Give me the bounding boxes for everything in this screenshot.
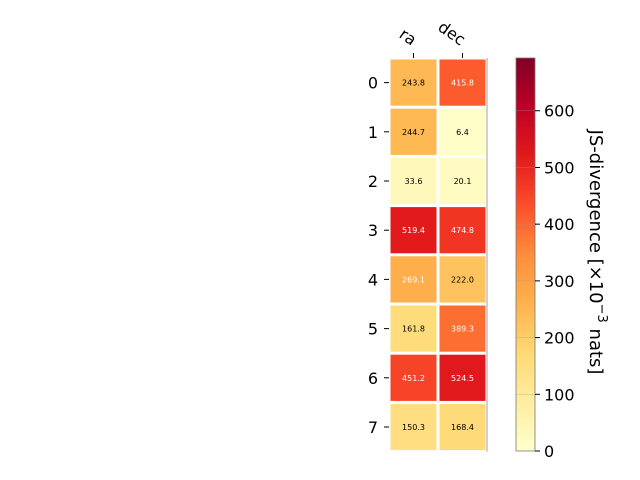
row-label-6: 6 bbox=[368, 369, 378, 388]
heatmap-cell bbox=[439, 207, 486, 254]
cell-value-label: 161.8 bbox=[402, 325, 425, 334]
cell-value-label: 519.4 bbox=[402, 226, 425, 235]
cell-value-label: 244.7 bbox=[402, 128, 425, 137]
column-label-dec: dec bbox=[435, 17, 469, 49]
colorbar-tick-label: 600 bbox=[544, 102, 575, 121]
row-labels: 0 1 2 3 4 5 6 7 bbox=[368, 74, 389, 437]
column-labels: ra dec bbox=[396, 17, 469, 58]
colorbar-label: JS-divergence [×10−3 nats] bbox=[585, 129, 609, 375]
cell-value-label: 269.1 bbox=[402, 275, 425, 284]
cell-value-label: 168.4 bbox=[451, 423, 474, 432]
heatmap-cell bbox=[390, 256, 437, 303]
heatmap-cell bbox=[439, 108, 486, 155]
cell-value-label: 20.1 bbox=[454, 177, 472, 186]
heatmap-cells: 243.8 415.8 244.7 6.4 33.6 20.1 519.4 474.8 269.… bbox=[390, 58, 488, 452]
heatmap-cell bbox=[390, 305, 437, 352]
row-label-4: 4 bbox=[368, 270, 378, 289]
colorbar: 0 100 200 300 400 500 600 bbox=[515, 57, 575, 461]
row-label-2: 2 bbox=[368, 172, 378, 191]
heatmap-cell bbox=[439, 305, 486, 352]
colorbar-tick-label: 400 bbox=[544, 215, 575, 234]
heatmap-cell bbox=[439, 59, 486, 106]
colorbar-tick-label: 500 bbox=[544, 158, 575, 177]
heatmap-cell bbox=[390, 207, 437, 254]
heatmap-cell bbox=[390, 403, 437, 451]
row-label-0: 0 bbox=[368, 74, 378, 93]
row-label-5: 5 bbox=[368, 320, 378, 339]
cell-value-label: 222.0 bbox=[451, 275, 474, 284]
row-label-7: 7 bbox=[368, 418, 378, 437]
cell-value-label: 415.8 bbox=[451, 79, 474, 88]
heatmap-cell bbox=[439, 354, 486, 401]
cell-value-label: 474.8 bbox=[451, 226, 474, 235]
cell-value-label: 33.6 bbox=[405, 177, 423, 186]
heatmap-cell bbox=[390, 59, 437, 106]
cell-value-label: 6.4 bbox=[456, 128, 469, 137]
row-label-1: 1 bbox=[368, 123, 378, 142]
row-label-3: 3 bbox=[368, 221, 378, 240]
colorbar-tick-label: 0 bbox=[544, 442, 554, 461]
colorbar-tick-label: 300 bbox=[544, 272, 575, 291]
heatmap-cell bbox=[390, 157, 437, 205]
heatmap-cell bbox=[390, 354, 437, 401]
cell-value-label: 150.3 bbox=[402, 423, 425, 432]
heatmap-cell bbox=[439, 256, 486, 303]
colorbar-gradient bbox=[515, 57, 536, 452]
cell-value-label: 451.2 bbox=[402, 374, 425, 383]
colorbar-tick-label: 200 bbox=[544, 329, 575, 348]
column-label-ra: ra bbox=[396, 24, 420, 49]
cell-value-label: 389.3 bbox=[451, 325, 474, 334]
heatmap-cell bbox=[439, 403, 486, 451]
cell-value-label: 243.8 bbox=[402, 79, 425, 88]
heatmap-cell bbox=[390, 108, 437, 155]
cell-value-label: 524.5 bbox=[451, 374, 474, 383]
colorbar-tick-label: 100 bbox=[544, 385, 575, 404]
heatmap-cell bbox=[439, 157, 486, 205]
